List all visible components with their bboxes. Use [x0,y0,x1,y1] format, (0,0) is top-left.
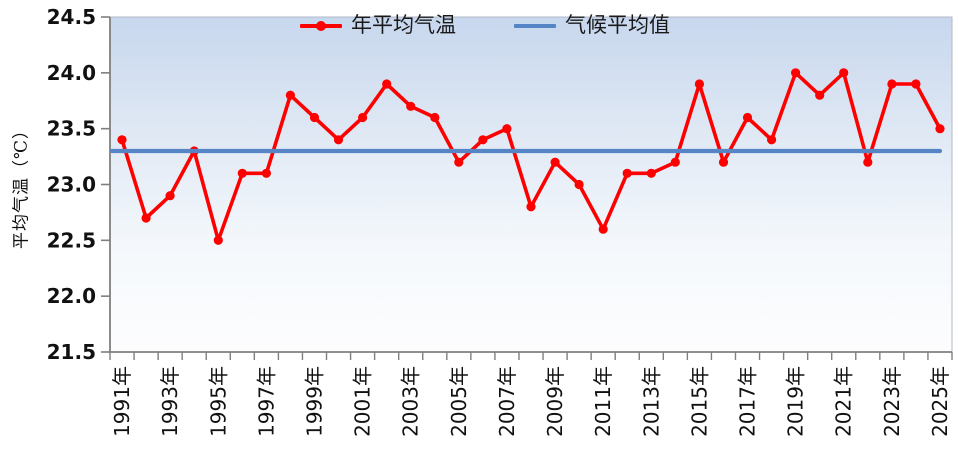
plot-area: 21.5 22.0 22.5 23.0 23.5 24.0 24.5 1991年 1993年 19… [47,5,953,437]
x-tick-label: 2021年 [832,366,856,437]
data-point [767,135,777,145]
data-point [430,112,440,123]
data-point [911,79,921,89]
y-tick-label: 22.5 [47,228,96,252]
data-point [863,157,873,167]
data-point [358,112,368,123]
data-point [742,112,753,123]
y-tick-label: 23.5 [47,117,96,141]
data-point [502,124,512,134]
data-point [213,235,223,245]
y-axis-title: 平均气温（℃） [11,120,32,250]
x-tick-label: 1999年 [302,366,326,437]
data-point [237,168,247,178]
data-point [550,157,560,167]
data-point [382,79,392,89]
x-tick-label: 2025年 [928,366,952,437]
chart-legend: 年平均气温 气候平均值 [300,15,670,36]
legend-item-annual-temp[interactable]: 年平均气温 [300,15,456,36]
data-point [526,202,536,212]
x-tick-label: 1995年 [206,366,230,437]
data-point [165,191,175,201]
y-tick-label: 23.0 [47,173,96,197]
x-tick-label: 2019年 [784,366,808,437]
x-tick-label: 2011年 [591,366,615,437]
data-point [598,224,608,234]
data-point [574,179,584,190]
data-point [887,79,897,89]
x-tick-label: 2001年 [351,366,375,437]
data-point [454,157,464,167]
data-point [718,157,729,167]
x-tick-label: 2007年 [495,366,519,437]
data-point [333,135,344,145]
data-point [141,213,151,223]
legend-label-climate-average: 气候平均值 [565,13,670,37]
data-point [791,68,801,78]
data-point [935,124,945,134]
red-line-marker-icon [300,20,342,31]
legend-label-annual-temp: 年平均气温 [351,13,456,37]
data-point [478,135,488,145]
data-point [646,168,656,178]
data-point [285,90,295,100]
y-tick-label: 21.5 [47,340,96,364]
x-tick-label: 2013年 [639,366,663,437]
data-point [261,168,271,178]
x-tick-label: 1991年 [110,366,134,437]
x-tick-label: 1993年 [158,366,182,437]
x-tick-label: 1997年 [254,366,278,437]
x-tick-label: 2003年 [399,366,423,437]
y-tick-label: 24.5 [47,5,96,29]
data-point [117,135,127,145]
y-tick-label: 24.0 [47,61,96,85]
y-tick-label: 22.0 [47,284,96,308]
x-tick-label: 2005年 [447,366,471,437]
data-point [622,168,632,178]
x-tick-label: 2023年 [880,366,904,437]
plot-background [109,16,953,353]
legend-item-climate-average[interactable]: 气候平均值 [514,15,670,36]
x-tick-label: 2017年 [736,366,760,437]
data-point [815,90,825,100]
x-tick-label: 2009年 [543,366,567,437]
data-point [406,101,416,111]
data-point [309,112,320,123]
data-point [839,68,849,78]
data-point [670,157,680,167]
x-tick-label: 2015年 [687,366,711,437]
blue-line-icon [514,23,556,28]
data-point [694,79,705,89]
